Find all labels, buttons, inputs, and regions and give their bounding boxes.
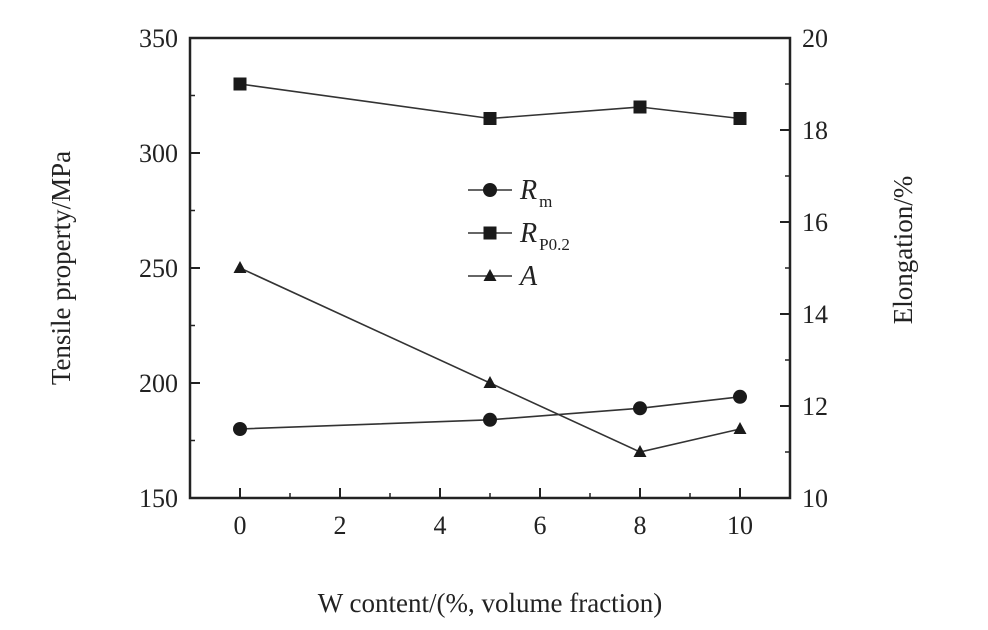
left-y-tick-label: 350 [139,24,178,53]
left-y-axis-title: Tensile property/MPa [46,151,76,385]
data-point-square [633,100,647,114]
data-point-triangle [483,376,497,388]
data-point-triangle [633,445,647,457]
right-y-tick-label: 12 [802,392,828,421]
legend-label-main: A [518,261,538,292]
legend-item: R P0.2 [468,218,570,254]
legend-marker-circle [483,183,497,197]
legend-item: A [468,261,538,292]
plot-frame [188,36,792,500]
left-y-tick-label: 200 [139,369,178,398]
right-y-axis-ticks: 10 12 14 16 18 20 [780,24,828,513]
left-y-tick-label: 300 [139,139,178,168]
data-point-square [233,77,247,91]
series-line [239,83,741,120]
legend-marker-square [483,226,497,240]
data-point-square [733,112,747,125]
legend-label: A [518,261,538,292]
x-axis-title: W content/(%, volume fraction) [318,588,662,618]
data-point-triangle [233,261,247,273]
left-y-tick-label: 150 [139,484,178,513]
right-y-tick-label: 18 [802,116,828,145]
data-point-circle [233,422,247,436]
series-square [233,77,747,125]
data-point-square [483,112,497,125]
data-point-circle [483,412,497,427]
x-tick-label: 8 [634,511,647,540]
x-axis-ticks: 0 2 4 6 8 10 [189,488,791,540]
series-triangle [233,261,747,457]
legend-marker-triangle [483,269,497,281]
right-y-tick-label: 16 [802,208,828,237]
x-tick-label: 10 [727,511,753,540]
x-tick-label: 2 [334,511,347,540]
series-line [239,267,741,453]
legend-label: R P0.2 [519,218,570,254]
legend-label-subscript: m [539,192,552,211]
right-y-tick-label: 10 [802,484,828,513]
right-y-tick-label: 20 [802,24,828,53]
x-tick-label: 4 [434,511,447,540]
series-circle [233,389,747,436]
series-line [239,396,741,430]
data-point-triangle [733,422,747,434]
right-y-axis-title: Elongation/% [888,176,918,324]
right-y-tick-label: 14 [802,300,828,329]
left-y-tick-label: 250 [139,254,178,283]
data-point-circle [633,401,647,416]
legend-label-main: R [519,175,537,206]
data-point-circle [733,389,747,404]
series-layer [233,77,747,457]
x-tick-label: 6 [534,511,547,540]
left-y-axis-ticks: 150 200 250 300 350 [139,24,200,513]
legend-label-main: R [519,218,537,249]
x-tick-label: 0 [234,511,247,540]
legend-label-subscript: P0.2 [539,235,570,254]
